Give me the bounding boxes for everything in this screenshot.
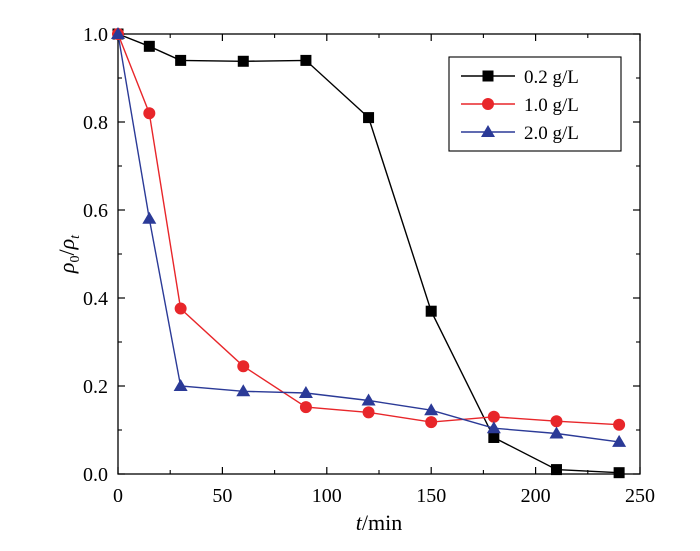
series-1-point	[300, 54, 312, 66]
x-tick-label: 100	[312, 485, 342, 507]
series-2-point	[425, 416, 438, 429]
x-tick-label: 50	[212, 485, 232, 507]
series-3-point	[236, 384, 251, 397]
series-3-point	[173, 379, 188, 391]
x-tick-label: 150	[416, 485, 446, 507]
series-2-point	[613, 418, 626, 431]
series-3-point	[424, 403, 439, 416]
series-3-point	[549, 426, 564, 439]
x-tick-label: 0	[113, 485, 123, 507]
series-2-point	[487, 410, 500, 423]
y-tick-label: 0.2	[83, 376, 108, 398]
y-tick-label: 0.8	[83, 112, 108, 134]
series-1-point	[143, 40, 155, 52]
legend-marker-3	[481, 125, 495, 137]
series-2-point	[362, 406, 375, 419]
series-2-point	[299, 401, 312, 414]
x-axis-title: t/min	[356, 510, 402, 535]
series-3-point	[111, 27, 125, 39]
legend: 0.2 g/L 1.0 g/L 2.0 g/L	[448, 56, 622, 152]
legend-label-2: 1.0 g/L	[524, 95, 579, 116]
series-3-point	[486, 421, 501, 434]
series-2-point	[550, 415, 563, 428]
y-axis-num-sub: 0	[68, 256, 83, 263]
series-1-point	[550, 464, 562, 476]
series-3-point	[298, 386, 313, 399]
x-tick-label: 250	[625, 485, 655, 507]
series-2-point	[237, 360, 250, 373]
series-2-point	[174, 302, 187, 315]
legend-label-3: 2.0 g/L	[524, 123, 579, 144]
series-2-point	[143, 107, 156, 120]
legend-marker-2	[482, 98, 494, 110]
y-axis-title: ρ0/ρt	[54, 234, 83, 274]
series-line-3	[117, 33, 620, 443]
x-tick-label: 200	[521, 485, 551, 507]
series-3-point	[142, 211, 157, 224]
series-1-point	[613, 467, 625, 479]
y-axis-den-sub: t	[68, 234, 83, 239]
legend-marker-1	[482, 70, 494, 82]
y-tick-label: 0.4	[83, 288, 108, 310]
series-1-point	[425, 305, 437, 317]
legend-label-1: 0.2 g/L	[524, 67, 579, 88]
series-1-point	[237, 55, 249, 67]
series-lines	[117, 33, 620, 474]
y-tick-label: 0.0	[83, 464, 108, 486]
y-tick-label: 0.6	[83, 200, 108, 222]
y-tick-label: 1.0	[83, 24, 108, 46]
series-1-point	[488, 431, 500, 443]
axis-ticks: 0 50 100 150 200 250 0.0 0.2 0.4 0.6 0.8 1.0	[83, 24, 655, 507]
y-axis-slash: /	[54, 249, 79, 256]
y-axis-num-symbol: ρ	[54, 263, 79, 275]
legend-entries: 0.2 g/L 1.0 g/L 2.0 g/L	[461, 67, 579, 144]
y-axis-den-symbol: ρ	[54, 239, 79, 251]
series-1-point	[363, 112, 375, 124]
series-line-1	[117, 33, 620, 474]
series-1-point	[175, 54, 187, 66]
series-3-point	[361, 393, 376, 406]
series-line-2	[117, 33, 620, 426]
x-axis-title-italic: t	[356, 510, 363, 535]
series-3-point	[612, 434, 627, 447]
series-markers	[111, 27, 627, 479]
x-axis-title-rest: /min	[362, 510, 402, 535]
